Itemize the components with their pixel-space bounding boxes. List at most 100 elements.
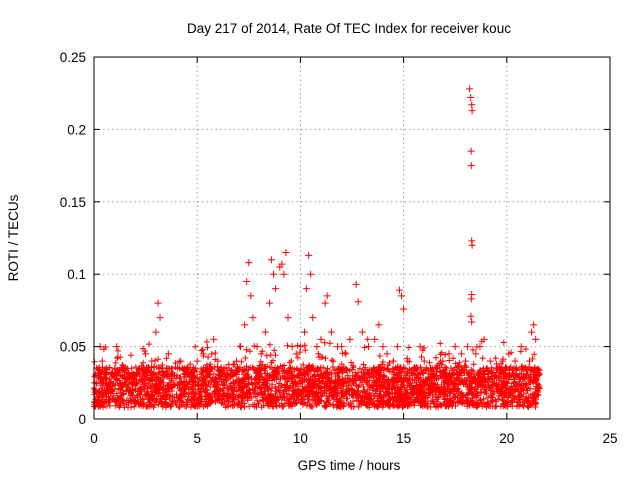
data-point — [466, 85, 474, 93]
data-point — [152, 328, 160, 336]
data-point — [154, 299, 162, 307]
data-point — [375, 321, 383, 329]
data-point — [107, 386, 115, 394]
data-point — [400, 305, 408, 313]
data-point — [467, 94, 475, 102]
data-point — [398, 292, 406, 300]
data-point — [220, 364, 228, 372]
data-point — [280, 270, 288, 278]
y-axis-label: ROTI / TECUs — [6, 194, 21, 281]
data-point — [261, 328, 269, 336]
data-point — [476, 343, 484, 351]
data-point — [278, 260, 286, 268]
x-tick-label: 25 — [602, 431, 617, 446]
data-point — [521, 364, 529, 372]
data-point — [526, 357, 534, 365]
data-point — [206, 364, 214, 372]
data-point — [534, 372, 542, 380]
data-point — [170, 372, 178, 380]
data-point — [193, 357, 201, 365]
data-point — [111, 364, 119, 372]
data-point — [467, 147, 475, 155]
data-point — [177, 357, 185, 365]
data-point — [131, 372, 139, 380]
y-tick-label: 0.25 — [60, 50, 86, 65]
data-point — [237, 343, 245, 351]
data-point — [352, 280, 360, 288]
data-point — [253, 343, 261, 351]
data-point — [102, 393, 110, 401]
data-point — [420, 357, 428, 365]
data-point — [282, 248, 290, 256]
data-point — [468, 107, 476, 115]
data-point — [232, 357, 240, 365]
data-point — [272, 285, 280, 293]
data-point — [245, 259, 253, 267]
data-point — [433, 372, 441, 380]
data-point — [472, 350, 480, 358]
data-point — [303, 285, 311, 293]
x-tick-label: 15 — [396, 431, 411, 446]
data-point — [530, 321, 538, 329]
data-point — [323, 292, 331, 300]
data-point — [148, 357, 156, 365]
data-point — [113, 343, 121, 351]
data-point — [451, 343, 459, 351]
chart-title: Day 217 of 2014, Rate Of TEC Index for r… — [187, 21, 511, 36]
data-point — [214, 357, 222, 365]
data-point — [164, 350, 172, 358]
data-point — [292, 350, 300, 358]
y-tick-label: 0.1 — [67, 267, 86, 282]
data-point — [517, 343, 525, 351]
data-point — [156, 314, 164, 322]
data-point — [313, 343, 321, 351]
data-point — [100, 386, 108, 394]
plot-frame — [93, 56, 611, 420]
data-point — [468, 241, 476, 249]
x-tick-label: 5 — [193, 431, 201, 446]
data-point — [468, 318, 476, 326]
data-point — [247, 292, 255, 300]
data-point — [486, 357, 494, 365]
data-point — [499, 357, 507, 365]
data-point — [125, 379, 133, 387]
data-point — [142, 350, 150, 358]
data-point — [371, 335, 379, 343]
data-point — [358, 328, 366, 336]
x-tick-label: 20 — [499, 431, 514, 446]
data-point — [464, 343, 472, 351]
data-point — [305, 251, 313, 259]
data-point — [445, 350, 453, 358]
data-point — [528, 328, 536, 336]
data-point — [383, 350, 391, 358]
data-point — [410, 364, 418, 372]
data-point — [393, 343, 401, 351]
data-point — [98, 357, 106, 365]
data-point — [117, 372, 125, 380]
data-point — [268, 256, 276, 264]
data-point — [309, 314, 317, 322]
data-point — [457, 350, 465, 358]
dense-point-cloud — [91, 336, 543, 411]
data-point — [249, 314, 257, 322]
data-point — [480, 335, 488, 343]
data-point — [338, 343, 346, 351]
data-point — [135, 364, 143, 372]
data-point — [354, 298, 362, 306]
data-point — [342, 350, 350, 358]
y-tick-label: 0.15 — [60, 195, 86, 210]
data-point — [189, 372, 197, 380]
data-point — [462, 357, 470, 365]
data-point — [365, 343, 373, 351]
data-point — [492, 364, 500, 372]
x-tick-label: 10 — [293, 431, 308, 446]
data-point — [226, 372, 234, 380]
data-point — [379, 343, 387, 351]
data-point — [307, 270, 315, 278]
y-tick-label: 0.05 — [60, 340, 86, 355]
data-point — [467, 295, 475, 303]
data-point — [404, 357, 412, 365]
data-point — [439, 357, 447, 365]
data-point — [288, 343, 296, 351]
